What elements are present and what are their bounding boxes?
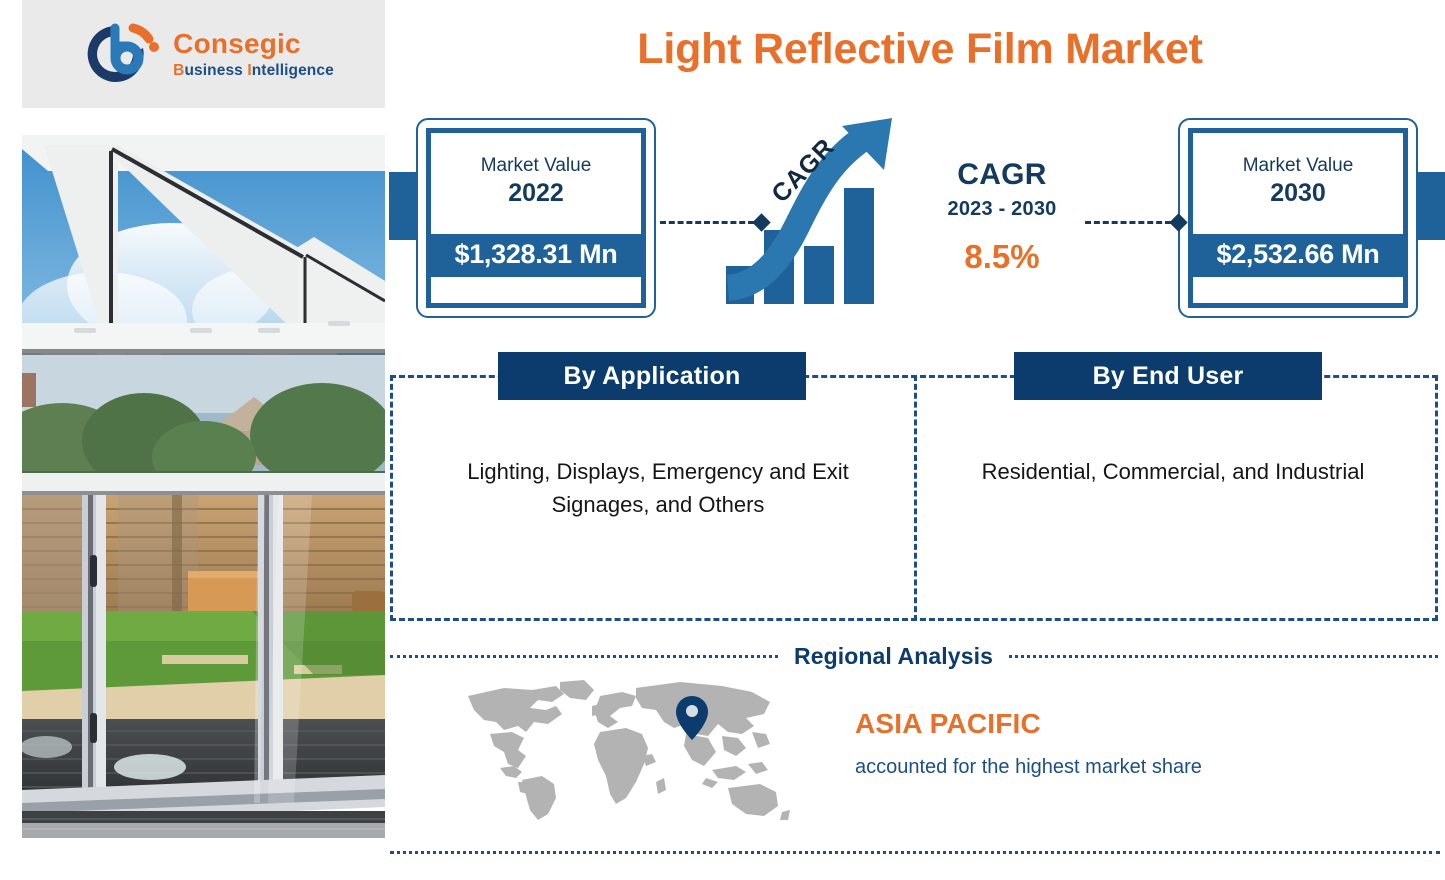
market-value-2030-footer (1193, 277, 1403, 303)
leading-region-note: accounted for the highest market share (855, 756, 1202, 778)
market-value-2030-card: Market Value 2030 $2,532.66 Mn (1178, 118, 1418, 318)
market-value-2022-label: Market Value (480, 155, 592, 177)
cagr-summary: CAGR 2023 - 2030 8.5% (922, 158, 1082, 276)
brand-tagline: Business Intelligence (173, 61, 334, 79)
market-value-2022-amount: $1,328.31 Mn (431, 234, 641, 277)
leading-region: ASIA PACIFIC (855, 708, 1041, 739)
market-value-2030-year: 2030 (1270, 178, 1326, 207)
segment-items-by-application: Lighting, Displays, Emergency and Exit S… (467, 459, 849, 517)
market-value-2022-year: 2022 (508, 178, 564, 207)
map-pin-icon (676, 696, 708, 740)
regional-analysis-copy: ASIA PACIFIC accounted for the highest m… (855, 708, 1275, 781)
bottom-rule (390, 851, 1440, 854)
connector-right-line (1085, 220, 1171, 224)
connector-left (660, 212, 771, 232)
world-map-icon (460, 678, 790, 823)
market-value-2030-amount: $2,532.66 Mn (1193, 234, 1403, 277)
market-value-2030-label: Market Value (1242, 155, 1354, 177)
hero-photo (22, 135, 385, 838)
right-accent-tab (1414, 172, 1445, 240)
segment-items-by-end-user: Residential, Commercial, and Industrial (981, 459, 1365, 484)
brand-logo: Consegic Business Intelligence (22, 0, 385, 108)
cagr-heading: CAGR (957, 158, 1047, 191)
market-value-2022-footer (431, 277, 641, 303)
regional-analysis-title: Regional Analysis (780, 641, 1007, 671)
segment-heading-by-end-user[interactable]: By End User (1014, 352, 1322, 400)
growth-bar-chart-arrow-icon: CAGR (724, 118, 924, 308)
market-value-2022-card: Market Value 2022 $1,328.31 Mn (416, 118, 656, 318)
cagr-period: 2023 - 2030 (947, 198, 1057, 220)
connector-left-line (660, 220, 754, 224)
cagr-rate: 8.5% (964, 238, 1040, 275)
brand-name: Consegic (173, 27, 301, 59)
segment-heading-by-application[interactable]: By Application (498, 352, 806, 400)
segments-divider (914, 375, 917, 621)
page-title: Light Reflective Film Market (637, 24, 1203, 73)
consegic-circle-b-logo-icon (85, 18, 163, 90)
connector-right (1085, 212, 1188, 232)
